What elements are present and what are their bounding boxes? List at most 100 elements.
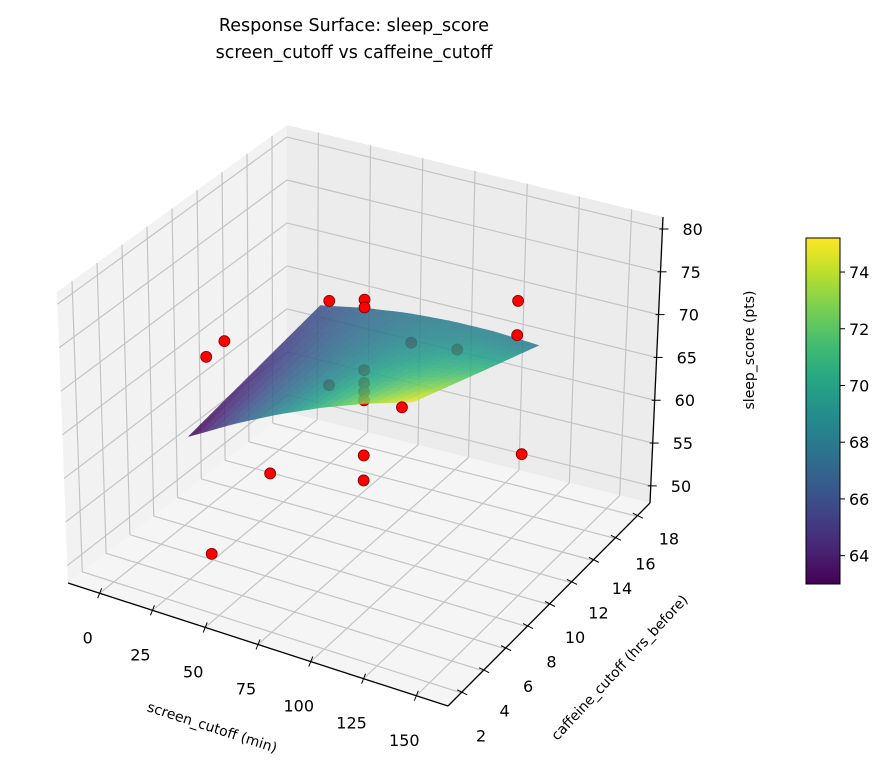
- floor-pane: [68, 412, 650, 706]
- colorbar-tick-label: 68: [849, 433, 869, 452]
- x-tick-label: 125: [336, 714, 367, 733]
- gridline-x: [568, 196, 581, 483]
- gridline-y: [129, 534, 506, 650]
- data-point: [512, 294, 524, 307]
- colorbar-tick-label: 70: [849, 376, 869, 395]
- y-tick: [610, 534, 622, 541]
- data-point: [264, 467, 277, 480]
- x-tick: [149, 605, 155, 616]
- gridline-z: [58, 179, 288, 349]
- gridline-z: [62, 265, 288, 436]
- y-tick: [500, 645, 512, 652]
- y-tick-label: 10: [565, 628, 585, 647]
- gridline-z: [286, 179, 661, 273]
- x-tick-label: 75: [236, 680, 256, 699]
- y-tick: [632, 512, 644, 519]
- z-tick-label: 75: [681, 263, 701, 282]
- y-tick: [522, 623, 534, 630]
- colorbar-gradient: [805, 237, 841, 585]
- colorbar-tick-label: 66: [849, 490, 869, 509]
- x-tick-label: 0: [83, 628, 93, 647]
- y-tick-label: 4: [499, 702, 509, 721]
- data-point: [358, 301, 371, 314]
- y-tick-label: 16: [635, 554, 655, 573]
- gridline-y: [224, 459, 594, 561]
- y-tick: [588, 556, 600, 563]
- gridline-y: [96, 262, 107, 554]
- x-tick: [97, 588, 103, 599]
- z-tick-label: 50: [671, 477, 691, 496]
- gridline-z: [66, 394, 288, 567]
- data-point: [218, 335, 231, 348]
- gridline-z: [286, 136, 663, 230]
- x-tick: [413, 690, 419, 701]
- gridline-x: [518, 183, 528, 471]
- y-axis-label: caffeine_cutoff (hrs_before): [548, 592, 691, 744]
- gridline-y: [105, 552, 484, 672]
- response-surface: [188, 305, 540, 437]
- left-pane: [57, 125, 287, 583]
- back-pane: [287, 125, 663, 503]
- surface-cell: [403, 399, 419, 403]
- colorbar-tick-label: 72: [849, 320, 869, 339]
- gridline-y: [177, 496, 550, 606]
- colorbar-tick-label: 74: [849, 263, 869, 282]
- data-point: [200, 350, 213, 363]
- axis-lines: [67, 216, 669, 707]
- data-point: [396, 401, 408, 414]
- colorbar-tick-label: 64: [849, 547, 869, 566]
- y-tick-label: 6: [523, 677, 533, 696]
- x-tick-label: 100: [284, 697, 315, 716]
- points-front: [200, 293, 528, 560]
- gridline-y: [201, 478, 572, 584]
- x-tick: [255, 639, 261, 650]
- gridline-z: [63, 308, 288, 479]
- x-axis-label: screen_cutoff (min): [145, 699, 279, 756]
- x-tick-label: 150: [389, 731, 420, 750]
- x-tick-label: 25: [130, 645, 150, 664]
- data-point: [357, 449, 370, 462]
- y-tick-label: 2: [476, 726, 486, 745]
- x-tick-label: 50: [183, 662, 203, 681]
- gridline-y: [146, 226, 155, 517]
- gridline-y: [272, 422, 637, 517]
- gridline-y: [121, 244, 131, 535]
- y-tick-label: 12: [588, 603, 608, 622]
- z-tick-label: 65: [677, 348, 697, 367]
- y-tick: [456, 689, 468, 696]
- gridline-z: [57, 136, 288, 305]
- gridline-z: [286, 265, 657, 359]
- z-axis-line: [649, 216, 664, 504]
- gridline-y: [248, 441, 616, 539]
- z-tick-label: 55: [673, 434, 693, 453]
- x-tick: [308, 656, 314, 667]
- data-point: [511, 329, 524, 342]
- data-point: [515, 448, 528, 461]
- gridline-x: [467, 170, 476, 458]
- x-tick: [361, 673, 367, 684]
- data-point: [357, 474, 370, 487]
- gridline-z: [60, 222, 288, 392]
- chart-title: Response Surface: sleep_score: [219, 16, 489, 36]
- gridline-y: [171, 208, 179, 498]
- y-tick: [544, 601, 556, 607]
- y-tick-label: 14: [612, 579, 632, 598]
- y-tick: [478, 667, 490, 674]
- gridline-x: [619, 209, 633, 496]
- chart-subtitle: screen_cutoff vs caffeine_cutoff: [216, 43, 494, 63]
- axes-panes: [57, 125, 663, 706]
- data-point: [323, 295, 336, 307]
- y-tick-label: 8: [546, 653, 556, 672]
- y-axis-line: [447, 502, 651, 707]
- x-tick: [202, 622, 208, 633]
- gridline-z: [286, 222, 659, 316]
- y-tick: [566, 578, 578, 585]
- colorbar: 64 66 68 70 72 74: [805, 237, 869, 585]
- gridline-y: [82, 571, 462, 694]
- z-tick-label: 60: [675, 391, 695, 410]
- data-point: [205, 547, 218, 560]
- z-axis-label: sleep_score (pts): [742, 291, 758, 410]
- z-tick-label: 80: [682, 220, 702, 239]
